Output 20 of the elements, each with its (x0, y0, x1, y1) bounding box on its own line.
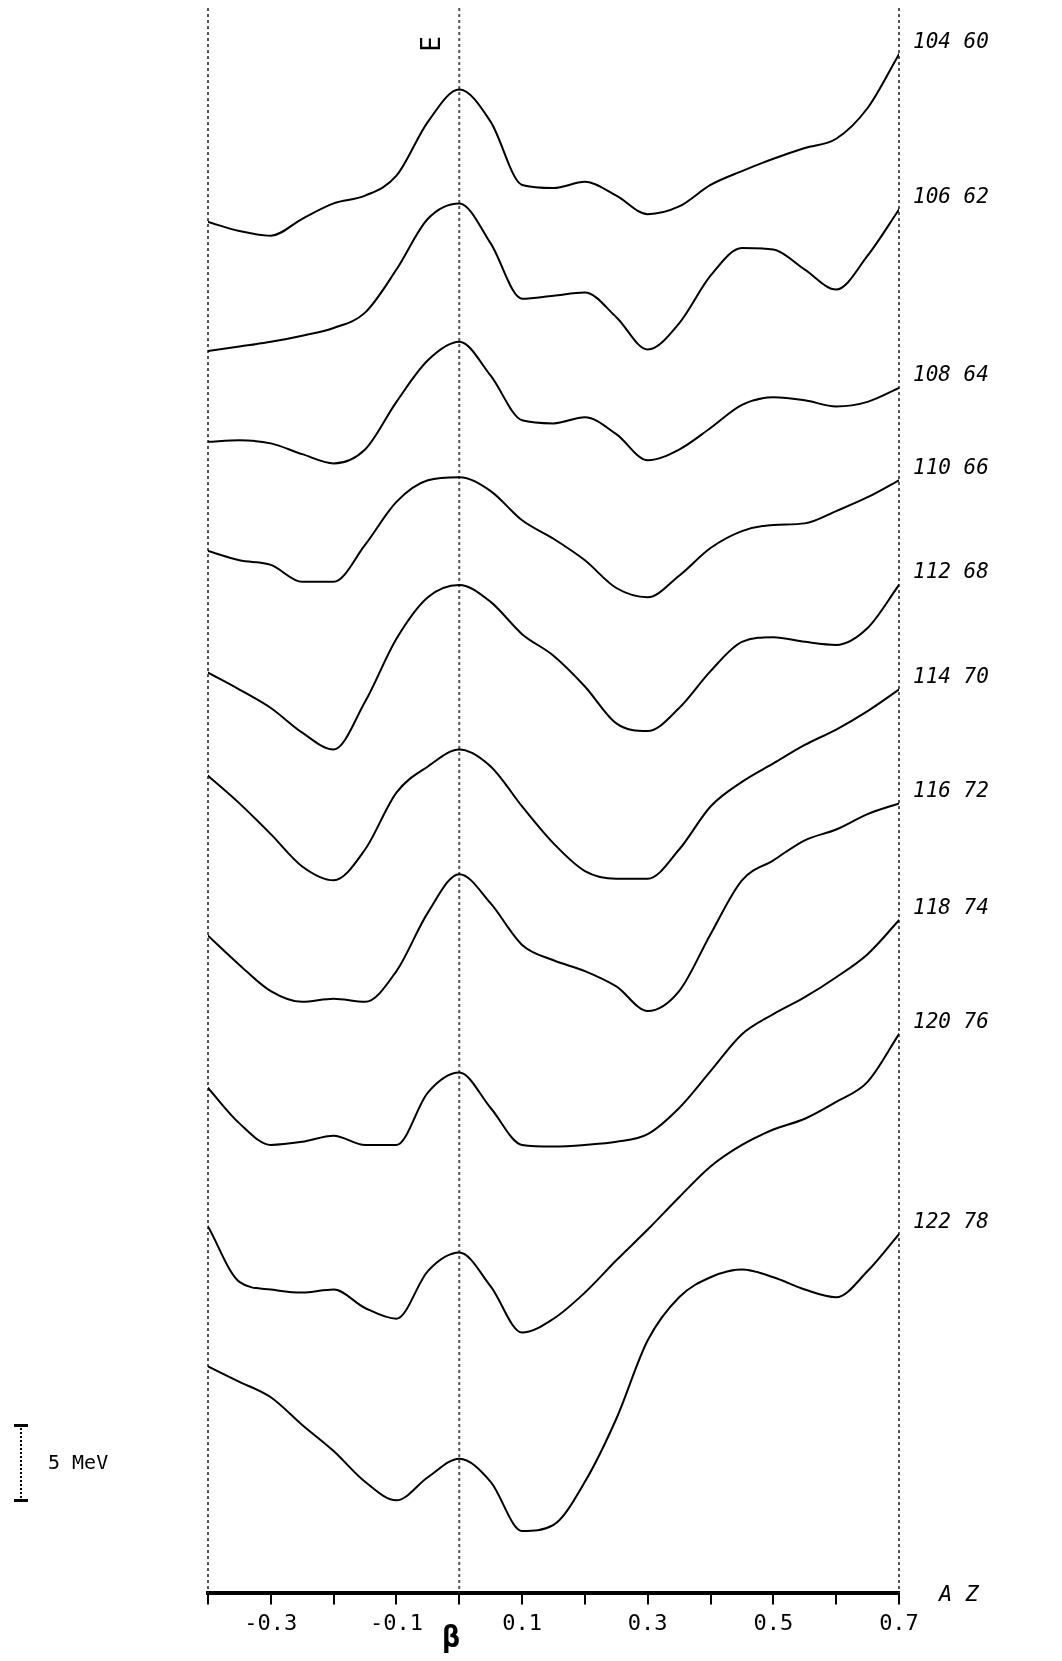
x-tick-label: 0.7 (879, 1609, 919, 1635)
x-tick-label: 0.1 (502, 1609, 542, 1635)
series-label: 112 68 (913, 559, 989, 584)
x-tick-label: -0.1 (369, 1609, 423, 1635)
x-tick-label: 0.5 (753, 1609, 794, 1635)
series-label: 116 72 (913, 777, 989, 802)
series-label: 106 62 (913, 183, 989, 208)
series-label: 122 78 (913, 1208, 989, 1233)
x-axis-title: β (442, 1618, 461, 1654)
series-label: 108 64 (913, 362, 989, 387)
series-label: 110 66 (913, 454, 989, 479)
y-axis-title: E (416, 36, 447, 52)
x-tick-label: 0.3 (627, 1609, 668, 1635)
text: 5 MeV (48, 1450, 109, 1474)
series-label: 120 76 (913, 1008, 989, 1033)
x-tick-label: -0.3 (244, 1609, 298, 1635)
series-label: 114 70 (913, 663, 989, 688)
series-label: 104 60 (913, 28, 989, 53)
text: A Z (937, 1581, 980, 1607)
series-label: 118 74 (913, 894, 989, 919)
